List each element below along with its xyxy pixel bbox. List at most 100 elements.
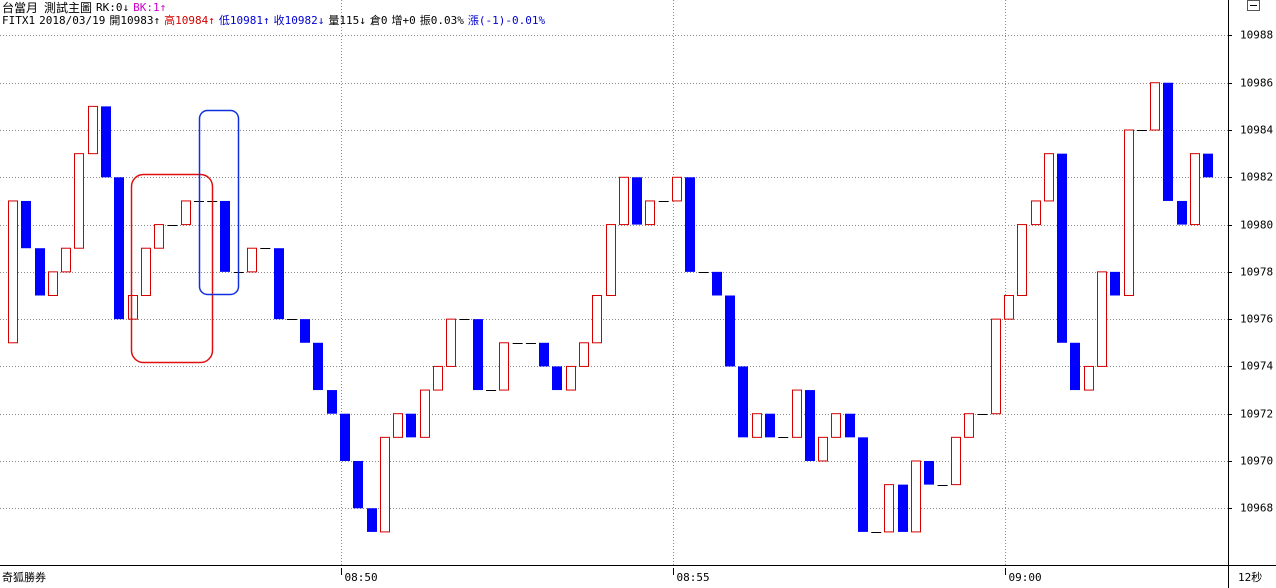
footer-label: 奇狐勝券 [2,570,46,584]
period-label: 12秒 [1238,570,1262,584]
candle-up [1190,153,1200,226]
candle-up [606,224,616,297]
candle-up [566,365,576,391]
candle-up [579,342,589,367]
candle-down [274,248,284,320]
info-item: 倉0 [370,13,388,27]
candle-down [685,177,695,272]
y-tick-label: 10980 [1240,219,1273,232]
candle-down [473,319,483,391]
subtitle: 測試主圖 [44,0,92,15]
candle-down [313,342,323,391]
candle-up [420,389,430,438]
candle-up [393,413,403,438]
candle-up [74,153,84,249]
candle-up [672,176,682,202]
candle-down [1203,153,1213,178]
candle-up [247,247,257,273]
candle-up [380,436,390,533]
candle-up [128,295,138,320]
candle-down [898,484,908,532]
candle-down [340,413,350,461]
candle-down [1110,271,1120,296]
candle-up [951,436,961,486]
candle-up [1031,200,1041,226]
panel-button[interactable] [1247,0,1260,11]
y-tick-label: 10984 [1240,124,1273,137]
candle-up [181,200,191,226]
candle-down [738,366,748,438]
info-item: 量115↓ [328,14,366,27]
y-tick-label: 10970 [1240,455,1273,468]
info-item: RK:0↓ [96,1,129,14]
candle-down [327,390,337,414]
candle-down [632,177,642,225]
info-item: 開10983↑ [109,14,160,27]
header: 台當月 測試主圖 RK:0↓ BK:1↑ FITX1 2018/03/19 開10983↑… [2,0,545,27]
candle-down [805,390,815,461]
candle-up [1004,295,1014,320]
candle-up [911,460,921,533]
candle-up [1150,82,1160,131]
candle-up [831,413,841,438]
candle-down [845,413,855,438]
info-item: BK:1↑ [133,1,166,14]
candle-up [964,413,974,438]
candle-down [924,460,934,485]
info-item: FITX1 [2,14,35,27]
candle-up [446,318,456,367]
candle-up [141,247,151,297]
y-tick-label: 10986 [1240,77,1273,90]
candle-down [539,342,549,367]
title: 台當月 [2,0,38,15]
candle-up [1044,153,1054,202]
info-item: 漲(-1)-0.01% [468,14,546,27]
candle-down [367,508,377,532]
candle-down [858,437,868,532]
x-tick-label: 09:00 [1009,571,1042,584]
info-line: 台當月 測試主圖 RK:0↓ BK:1↑ [2,0,166,15]
candle-up [154,224,164,249]
candle-up [818,436,828,462]
candle-up [1017,224,1027,297]
highlight-box [198,109,240,296]
candle-up [991,318,1001,415]
candle-down [712,271,722,296]
candle-up [88,105,98,155]
y-tick-label: 10982 [1240,171,1273,184]
info-item: 增+0 [391,13,415,27]
candle-up [1124,129,1134,297]
candle-up [1084,365,1094,391]
y-tick-label: 10974 [1240,360,1273,373]
candle-up [61,247,71,273]
candle-up [433,365,443,391]
candle-up [8,200,18,344]
y-tick-label: 10968 [1240,502,1273,515]
candle-down [1057,153,1067,343]
y-tick-label: 10988 [1240,29,1273,42]
candle-down [114,177,124,320]
candle-down [353,460,363,509]
candle-up [884,484,894,533]
candle-up [1097,271,1107,367]
x-tick-label: 08:55 [677,571,710,584]
candle-down [765,413,775,438]
candle-down [1177,200,1187,225]
candle-down [552,366,562,391]
info-item: 收10982↓ [274,13,325,27]
candle-up [752,413,762,438]
info-item: 振0.03% [420,13,464,27]
candle-up [792,389,802,438]
candle-down [101,106,111,178]
candle-down [406,413,416,438]
candle-down [725,295,735,367]
candle-down [35,248,45,296]
y-tick-label: 10978 [1240,266,1273,279]
candle-up [619,176,629,226]
candle-up [592,295,602,344]
info-line: FITX1 2018/03/19 開10983↑ 高10984↑ 低10981↑ 收109… [2,13,545,27]
candle-up [48,271,58,297]
candle-down [300,319,310,343]
